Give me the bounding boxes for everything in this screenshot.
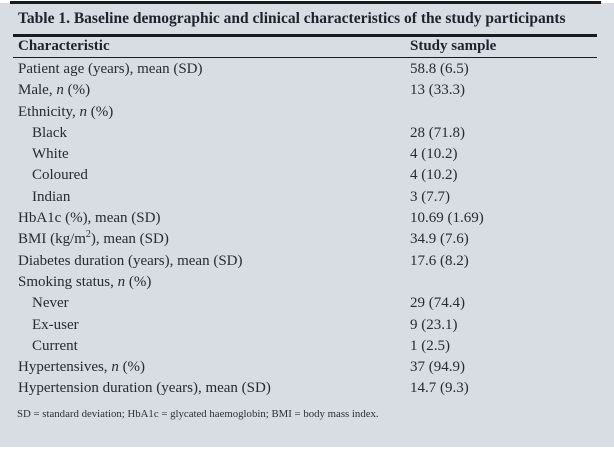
row-value: 14.7 (9.3) [410,380,469,397]
table-row: Hypertension duration (years), mean (SD)… [0,378,614,399]
table-row: Ex-user 9 (23.1) [0,315,614,336]
row-label: HbA1c (%), mean (SD) [18,210,161,227]
row-label: Indian [32,188,71,205]
row-label: Current [32,337,78,354]
header-separator-rule [13,56,597,58]
table-background-panel [0,3,614,447]
row-label: BMI (kg/m2), mean (SD) [18,229,169,248]
row-label: White [32,146,69,163]
row-label: Ex-user [32,316,79,333]
table-top-rule [10,1,601,4]
column-header-characteristic: Characteristic [18,38,110,54]
row-value: 4 (10.2) [410,146,458,163]
row-value: 29 (74.4) [410,295,465,312]
table-row: Indian 3 (7.7) [0,187,614,208]
table-row: Hypertensives, n (%) 37 (94.9) [0,357,614,378]
table-title: Table 1. Baseline demographic and clinic… [18,10,566,27]
row-value: 1 (2.5) [410,337,450,354]
row-value [410,272,614,293]
row-label: Never [32,295,69,312]
table-row: Ethnicity, n (%) [0,102,614,123]
row-value: 17.6 (8.2) [410,252,469,269]
table-row: Black 28 (71.8) [0,123,614,144]
row-value: 34.9 (7.6) [410,231,469,248]
table-row: BMI (kg/m2), mean (SD) 34.9 (7.6) [0,229,614,250]
row-value: 13 (33.3) [410,82,465,99]
row-label: Smoking status, n (%) [18,273,152,290]
row-value: 9 (23.1) [410,316,458,333]
row-label: Male, n (%) [18,82,91,99]
table-row: Smoking status, n (%) [0,272,614,293]
row-label: Black [32,124,67,141]
row-label: Diabetes duration (years), mean (SD) [18,252,243,269]
column-header-study-sample: Study sample [410,38,497,54]
row-label: Hypertensives, n (%) [18,359,146,376]
title-separator-rule [13,34,597,37]
table-footnote: SD = standard deviation; HbA1c = glycate… [17,408,379,420]
table-header-row: Characteristic Study sample [0,36,614,56]
table-row: Coloured 4 (10.2) [0,165,614,186]
row-value: 37 (94.9) [410,359,465,376]
table-row: White 4 (10.2) [0,144,614,165]
table-row: Patient age (years), mean (SD) 58.8 (6.5) [0,59,614,80]
row-label: Ethnicity, n (%) [18,103,114,120]
table-row: Never 29 (74.4) [0,293,614,314]
row-value: 3 (7.7) [410,188,450,205]
row-value: 28 (71.8) [410,124,465,141]
table-body: Patient age (years), mean (SD) 58.8 (6.5)… [0,59,614,400]
row-label: Patient age (years), mean (SD) [18,61,203,77]
table-row: HbA1c (%), mean (SD) 10.69 (1.69) [0,208,614,229]
row-value: 58.8 (6.5) [410,61,469,77]
table-row: Current 1 (2.5) [0,336,614,357]
row-value: 10.69 (1.69) [410,210,484,227]
row-value [410,102,614,123]
table-row: Male, n (%) 13 (33.3) [0,80,614,101]
row-label: Hypertension duration (years), mean (SD) [18,380,271,397]
row-label: Coloured [32,167,88,184]
table-row: Diabetes duration (years), mean (SD) 17.6… [0,251,614,272]
row-value: 4 (10.2) [410,167,458,184]
